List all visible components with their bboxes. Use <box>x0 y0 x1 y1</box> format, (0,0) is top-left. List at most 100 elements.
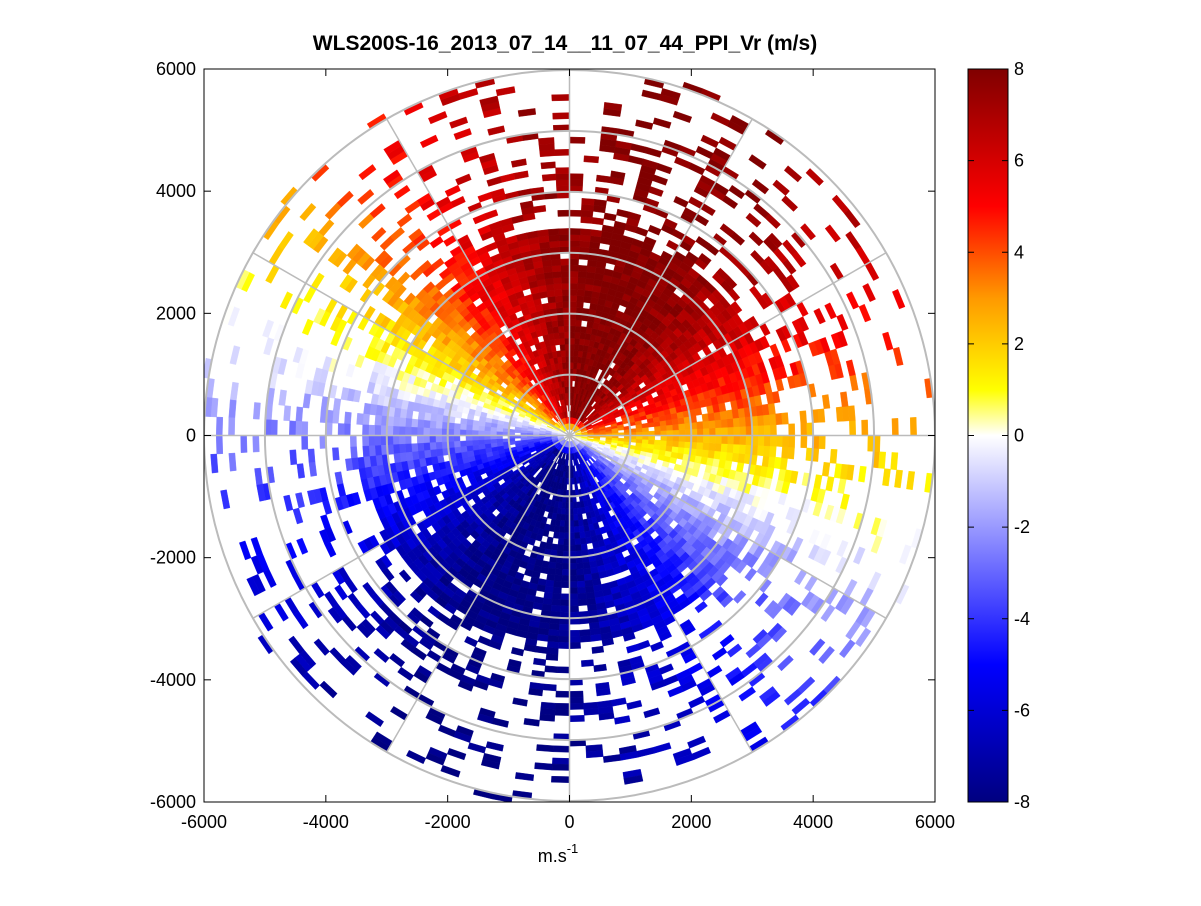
velocity-bin <box>703 427 710 436</box>
velocity-bin <box>715 427 723 436</box>
velocity-bin <box>733 426 741 436</box>
velocity-bin <box>577 271 587 279</box>
velocity-bin <box>576 295 585 303</box>
velocity-bin <box>702 442 710 451</box>
velocity-bin <box>769 343 781 358</box>
velocity-bin <box>554 519 561 527</box>
velocity-bin <box>583 573 593 582</box>
velocity-bin <box>558 234 570 242</box>
colorbar-tick-label: -4 <box>1014 609 1030 629</box>
velocity-bin <box>569 228 581 236</box>
velocity-bin <box>552 757 570 765</box>
velocity-bin <box>548 301 557 310</box>
velocity-bin <box>610 170 626 180</box>
velocity-bin <box>845 359 856 377</box>
velocity-bin <box>701 449 710 458</box>
velocity-bin <box>720 443 728 453</box>
velocity-bin <box>738 444 747 455</box>
colorbar-tick-label: 6 <box>1014 151 1024 171</box>
velocity-bin <box>824 302 837 320</box>
colorbar-tick-label: 2 <box>1014 334 1024 354</box>
velocity-bin <box>678 435 686 442</box>
velocity-bin <box>552 277 562 285</box>
velocity-bin <box>546 573 556 582</box>
velocity-bin <box>569 599 579 607</box>
velocity-bin <box>703 435 710 444</box>
velocity-bin <box>591 217 605 226</box>
velocity-bin <box>583 295 592 304</box>
velocity-bin <box>536 744 554 753</box>
velocity-bin <box>559 520 566 527</box>
velocity-bin <box>449 116 469 129</box>
velocity-bin <box>536 633 549 642</box>
velocity-bin <box>660 430 668 436</box>
velocity-bin <box>428 111 448 125</box>
velocity-bin <box>538 137 555 145</box>
velocity-bin <box>569 696 584 704</box>
velocity-bin <box>563 319 570 327</box>
velocity-bin <box>574 319 582 327</box>
velocity-bin <box>563 325 570 333</box>
velocity-bin <box>583 289 593 298</box>
velocity-bin <box>374 414 382 426</box>
velocity-bin <box>763 424 771 436</box>
velocity-bin <box>460 418 468 425</box>
velocity-bin <box>548 234 560 242</box>
velocity-bin <box>728 184 746 200</box>
velocity-bin <box>719 223 735 237</box>
velocity-bin <box>356 412 364 425</box>
velocity-bin <box>410 426 418 436</box>
velocity-bin <box>659 444 667 451</box>
velocity-bin <box>563 544 570 552</box>
velocity-bin <box>577 592 587 600</box>
velocity-bin <box>556 666 570 674</box>
velocity-bin <box>576 574 586 582</box>
velocity-bin <box>698 252 712 266</box>
velocity-bin <box>757 445 765 457</box>
velocity-bin <box>561 581 570 589</box>
velocity-bin <box>757 425 765 436</box>
velocity-bin <box>392 444 401 455</box>
velocity-bin <box>721 426 729 436</box>
velocity-bin <box>465 429 473 436</box>
velocity-bin <box>732 417 741 428</box>
velocity-bin <box>579 240 591 248</box>
velocity-bin <box>861 419 869 436</box>
velocity-bin <box>429 420 437 429</box>
velocity-bin <box>783 165 803 183</box>
velocity-bin <box>551 598 562 607</box>
velocity-bin <box>724 460 733 470</box>
velocity-bin <box>558 642 570 649</box>
velocity-bin <box>849 420 857 436</box>
velocity-bin <box>517 108 537 117</box>
velocity-bin <box>215 435 224 455</box>
velocity-bin <box>546 536 554 545</box>
velocity-bin <box>471 425 479 431</box>
velocity-bin <box>547 228 560 236</box>
velocity-bin <box>569 569 578 576</box>
velocity-bin <box>578 344 585 352</box>
velocity-bin <box>576 580 586 588</box>
velocity-bin <box>726 418 734 428</box>
velocity-bin <box>392 435 400 445</box>
velocity-bin <box>435 448 444 457</box>
velocity-bin <box>696 435 704 443</box>
velocity-bin <box>714 442 722 452</box>
velocity-bin <box>569 276 579 284</box>
velocity-bin <box>546 289 556 298</box>
velocity-bin <box>569 325 576 333</box>
velocity-bin <box>564 337 570 345</box>
colorbar-tick-label: 4 <box>1014 242 1024 262</box>
velocity-bin <box>252 435 260 453</box>
y-tick-label: 4000 <box>156 181 196 201</box>
velocity-bin <box>846 291 860 310</box>
colorbar-tick-label: -8 <box>1014 792 1030 812</box>
velocity-bin <box>579 635 592 643</box>
velocity-bin <box>767 402 776 415</box>
velocity-bin <box>840 391 849 408</box>
velocity-bin <box>714 419 722 429</box>
velocity-bin <box>553 531 560 539</box>
velocity-bin <box>660 425 668 431</box>
velocity-bin <box>561 501 567 509</box>
